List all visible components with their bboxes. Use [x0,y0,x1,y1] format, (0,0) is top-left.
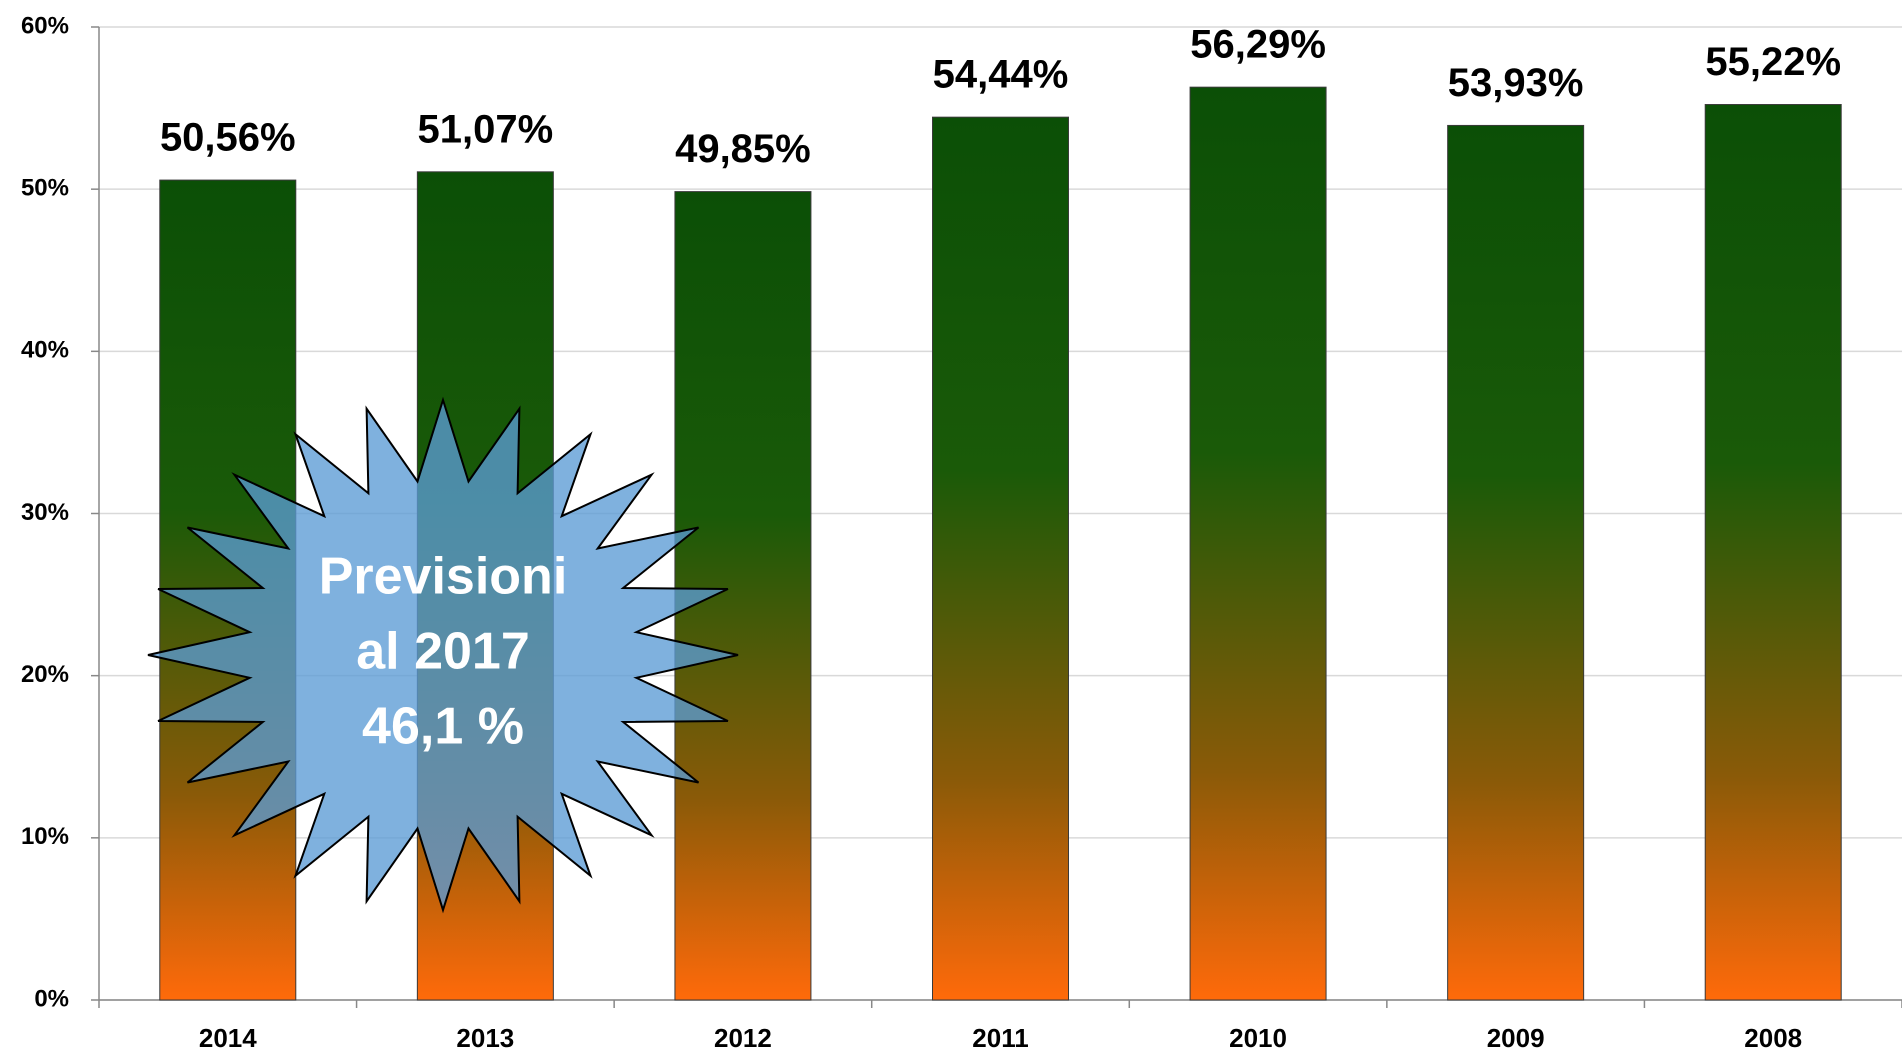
value-label: 56,29% [1190,23,1326,67]
value-label: 50,56% [160,116,296,160]
x-tick-label: 2008 [1744,1023,1802,1053]
x-tick-label: 2013 [456,1023,514,1053]
annotation-text: al 2017 [356,623,530,681]
y-tick-label: 10% [21,823,69,850]
value-label: 53,93% [1448,61,1584,105]
value-label: 51,07% [418,107,554,151]
x-tick-label: 2011 [972,1023,1028,1053]
x-tick-label: 2009 [1487,1023,1545,1053]
annotation-text: Previsioni [319,548,568,606]
bar [1189,86,1327,1001]
x-tick-label: 2012 [714,1023,772,1053]
y-tick-label: 40% [21,337,69,364]
starburst [147,396,739,914]
y-tick-label: 50% [21,175,69,202]
y-tick-label: 60% [21,12,69,39]
bar [932,116,1069,1001]
x-tick-label: 2014 [199,1023,257,1053]
value-label: 49,85% [675,127,811,171]
x-tick-label: 2010 [1229,1023,1287,1053]
bar [1704,104,1842,1001]
value-label: 54,44% [933,53,1069,97]
y-tick-label: 0% [34,985,69,1012]
value-label: 55,22% [1705,40,1841,84]
bar [1447,124,1585,1001]
y-tick-label: 20% [21,661,69,688]
annotation-text: 46,1 % [362,698,524,756]
y-tick-label: 30% [21,499,69,526]
